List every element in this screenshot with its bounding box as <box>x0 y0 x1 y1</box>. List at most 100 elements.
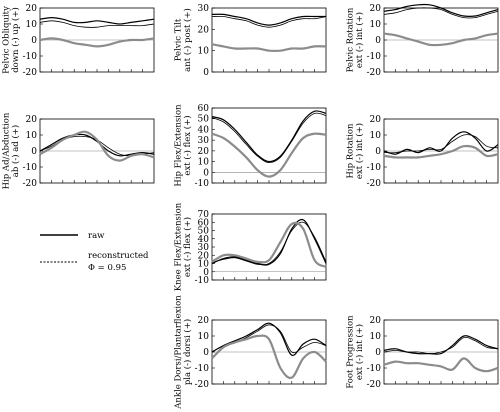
legend-phi-label: Φ = 0.95 <box>88 263 126 273</box>
y-axis-label-line: Pelvic Tilt <box>173 18 183 61</box>
y-axis-label-line: Knee Flex/Extension <box>173 202 183 291</box>
series-raw <box>383 3 499 17</box>
series-third <box>211 132 327 178</box>
y-tick-label: 10 <box>370 131 382 141</box>
axes-frame <box>211 107 327 184</box>
legend-reconstructed-label: reconstructed <box>88 251 149 261</box>
panel-pelvic-rotation: -20 -10 0 10 20 Pelvic Rotationext (-) int (+… <box>345 3 499 78</box>
panel-ankle-dorsiflexion: -20 -10 0 10 20 Ankle Dorsi/Plantarflexionpla… <box>173 295 327 410</box>
y-axis-label-line: pla (-) dorsi (+) <box>182 319 193 385</box>
y-axis-label: Knee Flex/Extensionext (-) flex (+) <box>173 202 193 291</box>
panel-hip-adduction: -20 -10 0 10 20 Hip Ad/Abductionab (-) ad (+) <box>1 112 155 189</box>
y-tick-label: 0 <box>375 36 381 46</box>
y-tick-label: 10 <box>26 131 38 141</box>
y-axis-label-line: Pelvic Rotation <box>345 7 355 72</box>
y-axis-label-line: ant (-) post (+) <box>182 8 193 72</box>
y-tick-label: 50 <box>198 115 210 125</box>
y-axis-label-line: down (-) up (+) <box>10 7 21 73</box>
y-axis-label: Hip Ad/Abductionab (-) ad (+) <box>1 112 21 189</box>
y-axis-label: Foot Progressionext (-) int (+) <box>345 315 365 389</box>
y-tick-label: 20 <box>198 147 210 157</box>
y-axis-label: Hip Flex/Extensionext (-) flex (+) <box>173 104 193 187</box>
y-tick-label: 10 <box>370 332 382 342</box>
y-axis-label-line: Ankle Dorsi/Plantarflexion <box>173 295 183 410</box>
series-reconstructed <box>211 112 327 164</box>
y-tick-label: 30 <box>198 243 210 253</box>
y-tick-label: 20 <box>198 251 210 261</box>
series-reconstructed <box>383 134 499 154</box>
y-tick-label: 20 <box>370 4 382 14</box>
series-third <box>383 32 499 47</box>
y-axis-label-line: Foot Progression <box>345 315 355 389</box>
series-raw <box>211 322 327 356</box>
y-tick-label: -10 <box>195 364 210 374</box>
y-tick-label: -20 <box>367 68 382 78</box>
series-third <box>211 221 327 268</box>
y-tick-label: 40 <box>198 235 210 245</box>
y-tick-label: 10 <box>370 20 382 30</box>
y-tick-label: -10 <box>23 52 38 62</box>
series-third <box>383 144 499 159</box>
panel-foot-progression: -20 -10 0 10 20 Foot Progressionext (-) int (… <box>345 315 499 390</box>
y-tick-label: -10 <box>367 163 382 173</box>
series-raw <box>39 133 155 157</box>
series-raw <box>211 218 327 266</box>
series-reconstructed <box>39 20 155 28</box>
y-tick-label: 10 <box>198 47 210 57</box>
y-tick-label: -10 <box>23 163 38 173</box>
series-reconstructed <box>383 336 499 355</box>
legend: raw reconstructed Φ = 0.95 <box>40 231 149 273</box>
panel-pelvic-obliquity: -20 -10 0 10 20 Pelvic Obliquitydown (-) up (… <box>1 4 155 78</box>
y-axis-label-line: Hip Flex/Extension <box>173 104 183 187</box>
panel-hip-rotation: -20 -10 0 10 20 Hip Rotationext (-) int (+) <box>345 115 499 189</box>
y-tick-label: -20 <box>23 179 38 189</box>
y-axis-label-line: ext (-) flex (+) <box>182 217 193 277</box>
series-raw <box>211 110 327 163</box>
y-tick-label: -10 <box>367 52 382 62</box>
y-axis-label-line: ext (-) int (+) <box>354 12 365 68</box>
y-tick-label: -20 <box>195 380 210 390</box>
y-tick-label: 40 <box>198 125 210 135</box>
y-tick-label: -20 <box>367 380 382 390</box>
y-tick-label: 0 <box>203 348 209 358</box>
y-axis-label: Hip Rotationext (-) int (+) <box>345 123 365 179</box>
y-axis-label-line: Hip Rotation <box>345 123 355 179</box>
y-tick-label: 20 <box>26 115 38 125</box>
y-tick-label: 10 <box>198 332 210 342</box>
y-tick-label: 30 <box>198 136 210 146</box>
y-tick-label: 10 <box>26 20 38 30</box>
y-axis-label-line: ab (-) ad (+) <box>10 125 21 177</box>
series-reconstructed <box>211 221 327 266</box>
y-tick-label: 0 <box>375 147 381 157</box>
y-axis-label: Ankle Dorsi/Plantarflexionpla (-) dorsi … <box>173 295 193 410</box>
y-tick-label: 20 <box>370 316 382 326</box>
series-reconstructed <box>211 15 327 28</box>
legend-raw-label: raw <box>88 231 105 241</box>
y-axis-label-line: Pelvic Obliquity <box>1 6 11 74</box>
y-axis-label-line: ext (-) flex (+) <box>182 115 193 175</box>
y-tick-label: 20 <box>370 115 382 125</box>
y-axis-label-line: ext (-) int (+) <box>354 123 365 179</box>
y-tick-label: 50 <box>198 227 210 237</box>
y-tick-label: 60 <box>198 104 210 114</box>
y-tick-label: -20 <box>367 179 382 189</box>
series-third <box>211 334 327 379</box>
series-third <box>383 357 499 373</box>
y-tick-label: -10 <box>367 364 382 374</box>
y-axis-label: Pelvic Obliquitydown (-) up (+) <box>1 6 21 74</box>
y-tick-label: 20 <box>198 25 210 35</box>
y-tick-label: -20 <box>23 68 38 78</box>
y-axis-label-line: Hip Ad/Abduction <box>1 112 11 189</box>
y-tick-label: 0 <box>31 36 37 46</box>
series-third <box>211 43 327 53</box>
panel-pelvic-tilt: 0 10 20 30 Pelvic Tiltant (-) post (+) <box>173 4 327 78</box>
y-axis-label: Pelvic Tiltant (-) post (+) <box>173 8 193 72</box>
y-tick-label: 0 <box>203 68 209 78</box>
series-third <box>39 130 155 162</box>
series-raw <box>383 131 499 155</box>
series-raw <box>383 335 499 355</box>
y-tick-label: 0 <box>375 348 381 358</box>
